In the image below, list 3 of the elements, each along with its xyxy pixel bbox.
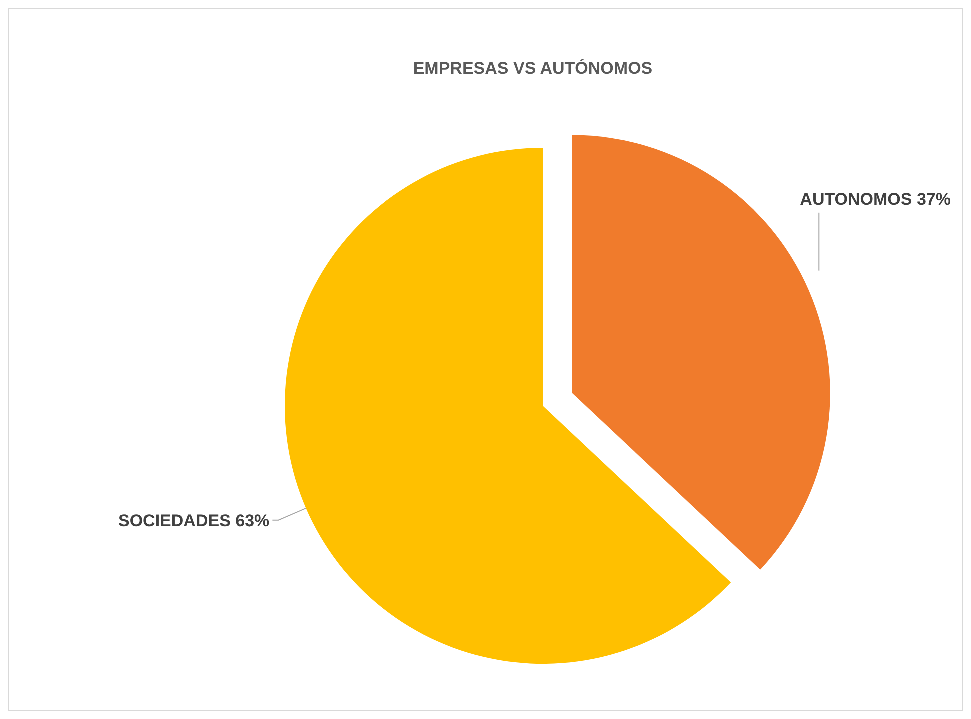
slice-label: AUTONOMOS 37% xyxy=(800,190,951,209)
chart-title: EMPRESAS VS AUTÓNOMOS xyxy=(413,58,653,78)
slice-label: SOCIEDADES 63% xyxy=(118,511,270,530)
